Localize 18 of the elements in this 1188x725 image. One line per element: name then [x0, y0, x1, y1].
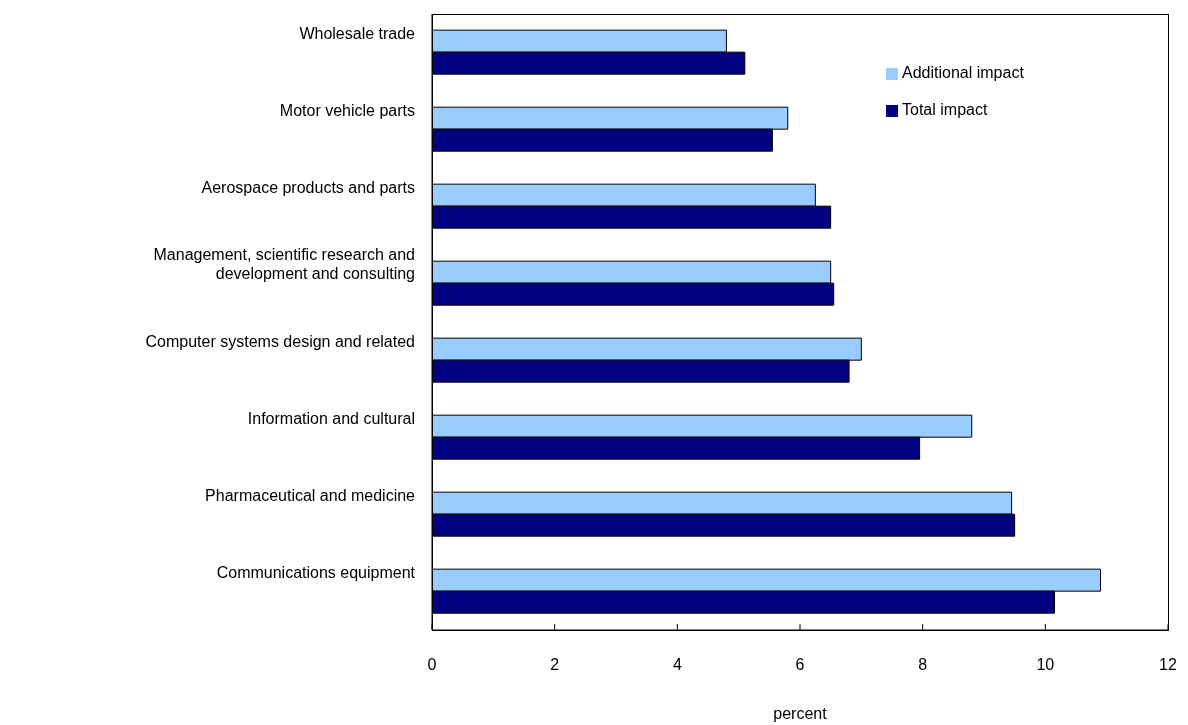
- legend-label: Additional impact: [902, 64, 1024, 81]
- x-tick-label: 8: [918, 656, 928, 674]
- x-tick-label: 2: [550, 656, 560, 674]
- y-tick-label: Information and cultural: [247, 409, 415, 426]
- x-tick-label: 6: [795, 656, 805, 674]
- x-tick-label: 0: [427, 656, 437, 674]
- y-tick-label: Pharmaceutical and medicine: [205, 486, 416, 503]
- x-tick-label: 10: [1036, 656, 1055, 674]
- x-tick-label: 12: [1159, 656, 1177, 674]
- y-tick-label: Aerospace products and parts: [201, 178, 415, 195]
- y-tick-label: Management, scientific research and development and consulting: [153, 245, 415, 282]
- x-tick-label: 4: [672, 656, 682, 674]
- legend-label: Total impact: [902, 101, 988, 118]
- y-tick-label: Communications equipment: [216, 563, 416, 580]
- y-tick-label: Computer systems design and related: [145, 332, 415, 349]
- x-axis-title: percent: [773, 705, 828, 722]
- y-tick-label: Wholesale trade: [299, 24, 416, 41]
- y-tick-label: Motor vehicle parts: [279, 101, 415, 118]
